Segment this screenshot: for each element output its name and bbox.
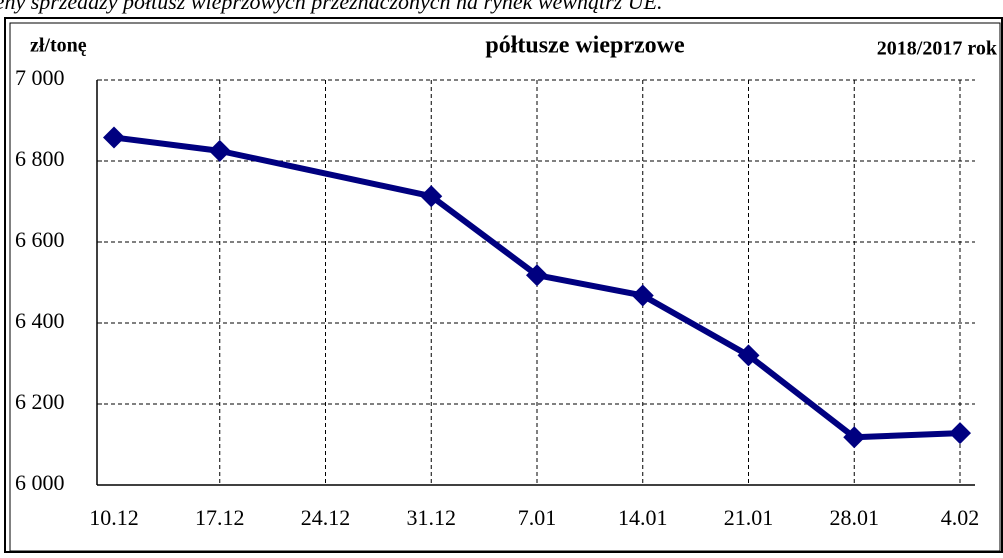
y-tick-label: 6 400	[15, 308, 65, 333]
line-segment	[428, 193, 540, 279]
x-tick-label: 21.01	[724, 505, 774, 530]
line-segment	[216, 147, 435, 200]
y-axis-label: zł/tonę	[30, 35, 87, 57]
marker	[103, 126, 125, 149]
y-tick-label: 6 200	[15, 389, 65, 414]
caption: Ceny sprzedaży półtusz wieprzowych przez…	[0, 0, 663, 14]
line-segment	[534, 272, 646, 299]
x-tick-label: 7.01	[518, 505, 557, 530]
marker	[208, 139, 231, 162]
y-tick-label: 6 600	[15, 227, 65, 252]
chart-title: półtusze wieprzowe	[485, 33, 685, 59]
line-segment	[745, 352, 858, 441]
marker	[843, 426, 866, 449]
marker	[737, 344, 760, 367]
chart-subtitle: 2018/2017 rok	[877, 38, 998, 60]
x-tick-label: 31.12	[407, 505, 457, 530]
x-tick-label: 4.02	[941, 505, 980, 530]
x-tick-label: 28.01	[830, 505, 880, 530]
line-segment	[639, 292, 752, 359]
outer-frame	[4, 17, 1003, 553]
y-tick-label: 6 800	[15, 146, 65, 171]
y-tick-label: 7 000	[15, 65, 65, 90]
line-segment	[111, 134, 223, 154]
inner-frame	[9, 22, 1001, 552]
y-tick-label: 6 000	[15, 470, 65, 495]
marker	[631, 284, 654, 307]
x-tick-label: 10.12	[89, 505, 139, 530]
marker	[949, 422, 971, 445]
x-tick-label: 17.12	[195, 505, 245, 530]
line-segment	[851, 430, 963, 441]
x-tick-label: 14.01	[618, 505, 668, 530]
x-tick-label: 24.12	[301, 505, 351, 530]
marker	[420, 185, 443, 208]
marker	[526, 264, 548, 287]
